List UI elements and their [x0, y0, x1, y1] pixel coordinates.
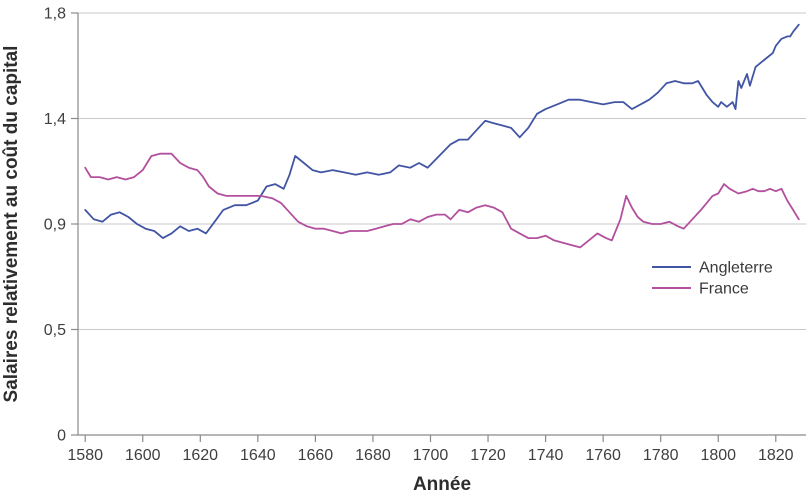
x-tick-label: 1680: [355, 447, 391, 464]
y-tick-label: 0: [57, 428, 66, 445]
legend-label-angleterre: Angleterre: [699, 260, 773, 277]
line-angleterre: [84, 23, 800, 240]
x-tick-label: 1580: [67, 447, 103, 464]
y-tick-label: 0,5: [44, 322, 66, 339]
x-tick-label: 1720: [470, 447, 506, 464]
x-tick-label: 1600: [125, 447, 161, 464]
y-axis-ticks: [71, 12, 78, 436]
x-tick-label: 1700: [413, 447, 449, 464]
y-axis-tick-labels: 0 0,5 0,9 1,4 1,8: [44, 6, 66, 445]
legend-label-france: France: [699, 281, 749, 298]
x-axis-title: Année: [413, 474, 471, 495]
y-tick-label: 1,8: [44, 6, 66, 23]
x-tick-label: 1800: [700, 447, 736, 464]
line-france: [84, 152, 800, 249]
series-lines: [84, 23, 800, 249]
x-tick-label: 1740: [528, 447, 564, 464]
x-axis-ticks: [84, 435, 777, 442]
gridlines: [78, 12, 806, 330]
y-axis-title: Salaires relativement au coût du capital: [1, 46, 22, 403]
x-tick-label: 1820: [758, 447, 794, 464]
y-tick-label: 0,9: [44, 217, 66, 234]
legend: Angleterre France: [652, 260, 773, 298]
x-tick-label: 1660: [298, 447, 334, 464]
x-tick-label: 1620: [182, 447, 218, 464]
x-tick-label: 1760: [585, 447, 621, 464]
x-tick-label: 1780: [643, 447, 679, 464]
y-tick-label: 1,4: [44, 111, 66, 128]
x-tick-label: 1640: [240, 447, 276, 464]
x-axis-tick-labels: 1580 1600 1620 1640 1660 1680 1700 1720 1740 1760…: [67, 447, 793, 464]
